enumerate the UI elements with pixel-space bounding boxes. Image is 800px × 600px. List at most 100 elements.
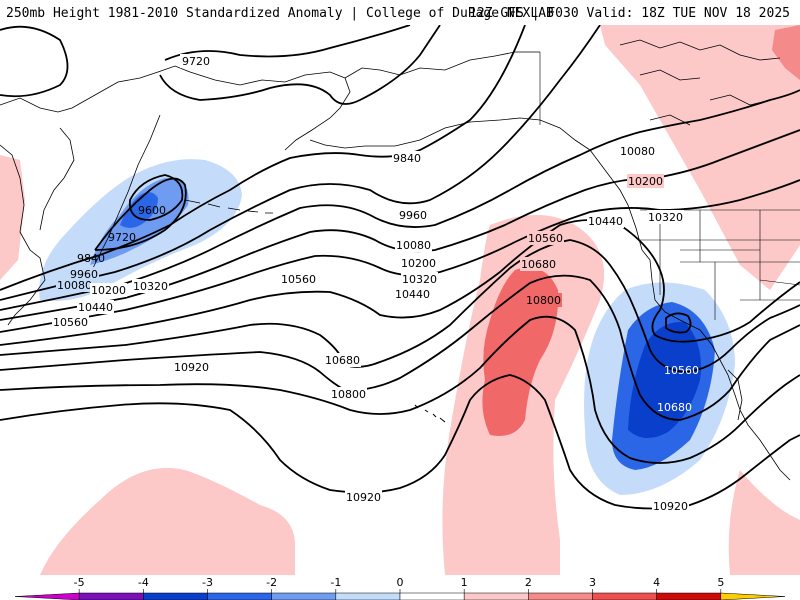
- contour-label-10560-low: 10560: [664, 364, 699, 377]
- colorbar-swatch: [656, 592, 722, 600]
- strong-positive-anomaly-northeast: [772, 25, 800, 80]
- colorbar-swatch: [14, 592, 80, 600]
- svg-text:10080: 10080: [57, 279, 92, 292]
- contour-label-9720: 9720: [108, 231, 136, 244]
- positive-anomaly-mexico: [728, 470, 800, 575]
- contour-label-10800-ridge: 10800: [525, 293, 562, 307]
- colorbar-swatch: [592, 592, 657, 600]
- colorbar-tick-label: 4: [653, 576, 660, 589]
- svg-text:10920: 10920: [174, 361, 209, 374]
- svg-text:10440: 10440: [78, 301, 113, 314]
- contour-label-10080-west: 10080: [56, 278, 93, 292]
- contour-label-9840-west: 9840: [77, 252, 105, 265]
- contour-label-10560-ridge: 10560: [527, 231, 564, 245]
- contour-label-10080-coast: 10080: [619, 144, 656, 158]
- contour-label-10440-west: 10440: [77, 300, 114, 314]
- colorbar-tick-label: -4: [138, 576, 149, 589]
- contour-label-10200-coast: 10200: [627, 174, 664, 188]
- contour-label-10080-gulf: 10080: [395, 238, 432, 252]
- contour-9720-north: [164, 25, 411, 61]
- contour-labels: 9720 9600 9720 9840 9960 10080 10200 103…: [52, 54, 699, 513]
- contour-9600-kamchatka: [128, 174, 184, 221]
- colorbar-swatches: [14, 592, 786, 600]
- positive-anomaly-west-asia: [0, 155, 25, 280]
- svg-text:9600: 9600: [138, 204, 166, 217]
- svg-text:10200: 10200: [401, 257, 436, 270]
- aleutian-islands: [184, 199, 273, 214]
- strong-negative-anomaly-kamchatka: [120, 192, 158, 228]
- colorbar-swatch: [271, 592, 337, 600]
- strong-negative-anomaly-west-coast: [628, 321, 701, 439]
- colorbar-tick-label: -2: [266, 576, 277, 589]
- contour-label-10800-mid: 10800: [330, 387, 367, 401]
- colorbar-tick-label: -3: [202, 576, 213, 589]
- svg-text:10920: 10920: [653, 500, 688, 513]
- svg-text:10200: 10200: [628, 175, 663, 188]
- contour-label-9960-gulf: 9960: [398, 208, 429, 222]
- svg-text:9840: 9840: [393, 152, 421, 165]
- svg-text:10080: 10080: [620, 145, 655, 158]
- colorbar-legend: -5 -4 -3 -2 -1 0 1 2 3 4 5: [14, 576, 786, 600]
- asia-coastline: [0, 65, 346, 326]
- svg-text:10680: 10680: [521, 258, 556, 271]
- contour-label-9600: 9600: [138, 204, 166, 217]
- svg-text:10080: 10080: [396, 239, 431, 252]
- svg-text:9840: 9840: [77, 252, 105, 265]
- colorbar-swatch: [78, 592, 144, 600]
- svg-text:10320: 10320: [402, 273, 437, 286]
- contour-label-10920-south: 10920: [345, 490, 382, 504]
- colorbar-swatch: [399, 592, 465, 600]
- alaska-coastline: [284, 51, 591, 151]
- contour-10560-closed-low: [665, 312, 692, 334]
- contour-label-10560-mid: 10560: [280, 272, 317, 286]
- colorbar-tick-label: 0: [397, 576, 404, 589]
- contour-label-10680-ridge: 10680: [520, 257, 557, 271]
- colorbar-swatch: [463, 592, 529, 600]
- contour-label-10440-gulf: 10440: [394, 287, 431, 301]
- svg-text:9960: 9960: [399, 209, 427, 222]
- svg-text:10320: 10320: [133, 280, 168, 293]
- colorbar-swatch: [335, 592, 401, 600]
- contour-label-10680-low: 10680: [657, 401, 692, 414]
- contour-label-10200-west: 10200: [90, 283, 127, 297]
- contour-label-9960-west: 9960: [68, 267, 99, 281]
- contour-label-10680-mid: 10680: [324, 353, 361, 367]
- colorbar-swatch: [720, 592, 786, 600]
- colorbar-tick-label: -5: [74, 576, 85, 589]
- svg-text:9720: 9720: [108, 231, 136, 244]
- contour-label-10200-gulf: 10200: [400, 256, 437, 270]
- contour-9840: [0, 25, 526, 291]
- state-and-province-borders: [539, 52, 800, 320]
- colorbar-swatch: [143, 592, 208, 600]
- contour-10800: [0, 315, 800, 464]
- contour-9960: [0, 25, 601, 301]
- contour-label-10320-coast: 10320: [647, 210, 684, 224]
- colorbar-tick-label: 5: [717, 576, 724, 589]
- contour-9720-kamchatka: [94, 177, 187, 251]
- svg-text:10920: 10920: [346, 491, 381, 504]
- svg-text:10680: 10680: [657, 401, 692, 414]
- svg-text:10560: 10560: [528, 232, 563, 245]
- contour-10680: [0, 274, 800, 421]
- contour-label-10440-coast: 10440: [587, 214, 624, 228]
- geographic-boundaries: [0, 39, 800, 481]
- colorbar-tick-label: 3: [589, 576, 596, 589]
- svg-text:10200: 10200: [91, 284, 126, 297]
- svg-text:10680: 10680: [325, 354, 360, 367]
- colorbar-ticks: -5 -4 -3 -2 -1 0 1 2 3 4 5: [74, 576, 724, 593]
- contour-10560: [0, 239, 800, 373]
- colorbar-tick-label: 1: [461, 576, 468, 589]
- svg-text:10440: 10440: [588, 215, 623, 228]
- contour-label-10920-west: 10920: [173, 360, 210, 374]
- colorbar-swatch: [528, 592, 593, 600]
- contour-10080: [0, 89, 800, 311]
- run-valid-time: 12Z GFS | F030 Valid: 18Z TUE NOV 18 202…: [469, 6, 790, 21]
- svg-text:9720: 9720: [182, 55, 210, 68]
- colorbar-tick-label: 2: [525, 576, 532, 589]
- strong-positive-anomaly-pacific-ridge: [482, 267, 559, 436]
- svg-text:10800: 10800: [526, 294, 561, 307]
- svg-text:10560: 10560: [281, 273, 316, 286]
- contour-label-10920-east: 10920: [652, 499, 689, 513]
- contour-label-10320-gulf: 10320: [401, 272, 438, 286]
